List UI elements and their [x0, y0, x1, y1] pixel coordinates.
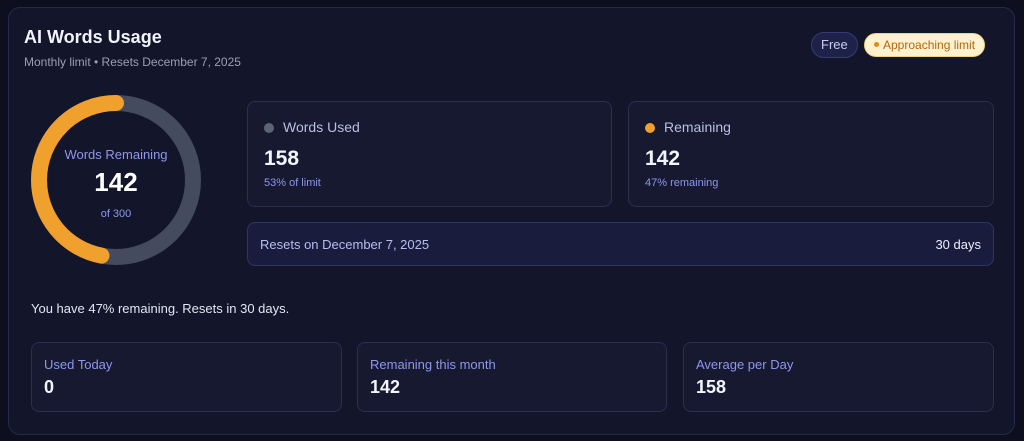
- ring-value: 142: [94, 167, 138, 197]
- card-subtitle: Monthly limit • Resets December 7, 2025: [24, 55, 241, 69]
- status-badge-label: Approaching limit: [883, 38, 976, 52]
- remaining-month-value: 142: [370, 377, 401, 397]
- used-today-box: Used Today 0: [31, 342, 342, 412]
- ring-label: Words Remaining: [64, 147, 168, 162]
- card-title: AI Words Usage: [24, 27, 162, 47]
- reset-bar: Resets on December 7, 2025 30 days: [247, 222, 994, 266]
- remaining-box: Remaining 142 47% remaining: [628, 101, 994, 207]
- remaining-value: 142: [645, 147, 681, 170]
- words-used-value: 158: [264, 147, 300, 170]
- remaining-month-box: Remaining this month 142: [357, 342, 667, 412]
- ring-center: Words Remaining 142 of 300: [28, 92, 204, 268]
- remaining-hint: 47% remaining: [645, 177, 719, 189]
- words-used-hint: 53% of limit: [264, 177, 321, 189]
- used-dot-icon: [264, 123, 274, 133]
- average-per-day-label: Average per Day: [696, 357, 794, 372]
- remaining-label: Remaining: [664, 119, 731, 135]
- used-today-value: 0: [44, 377, 55, 397]
- reset-days: 30 days: [935, 237, 981, 252]
- usage-ring: [31, 95, 201, 265]
- average-per-day-box: Average per Day 158: [683, 342, 994, 412]
- reset-label: Resets on December 7, 2025: [260, 237, 430, 252]
- plan-badge: Free: [811, 32, 858, 58]
- used-today-label: Used Today: [44, 357, 113, 372]
- words-used-label: Words Used: [283, 119, 360, 135]
- average-per-day-value: 158: [696, 377, 727, 397]
- status-badge: Approaching limit: [864, 33, 986, 57]
- ring-total: of 300: [100, 208, 132, 220]
- summary-text: You have 47% remaining. Resets in 30 day…: [31, 301, 290, 316]
- warning-dot-icon: [874, 42, 879, 48]
- remaining-dot-icon: [645, 123, 655, 133]
- ring-remaining-arc: [31, 95, 201, 265]
- words-used-box: Words Used 158 53% of limit: [247, 101, 612, 207]
- remaining-month-label: Remaining this month: [370, 357, 496, 372]
